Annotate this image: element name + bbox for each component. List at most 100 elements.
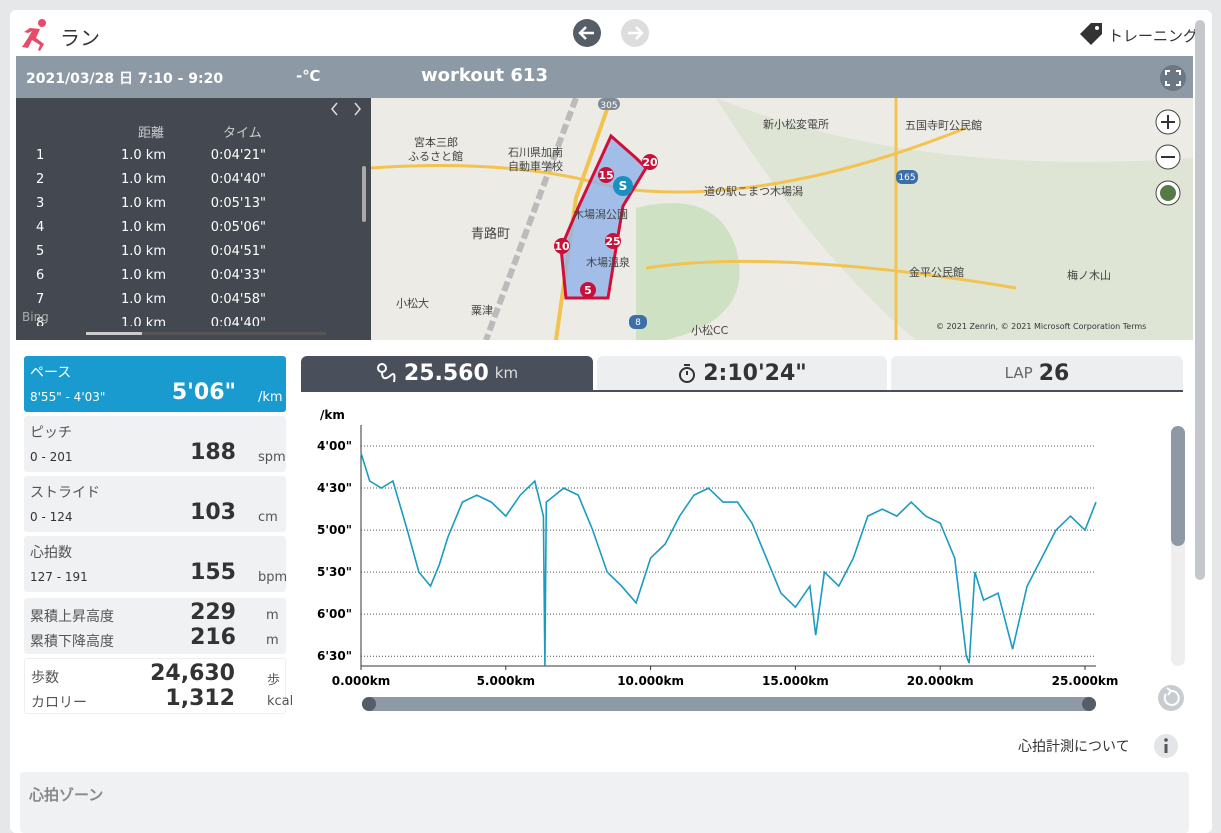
map-label: 新小松変電所 [763, 117, 829, 131]
stat-value: 1,312 [165, 686, 235, 711]
time-tab[interactable]: 2:10'24" [597, 356, 887, 390]
time-value: 2:10'24" [703, 360, 807, 386]
stat-value: 188 [190, 440, 236, 465]
stat-unit: kcal [267, 694, 294, 709]
map-label: 道の駅こまつ木場潟 [704, 184, 803, 198]
nav-arrows[interactable] [572, 18, 652, 48]
y-tick-label: 4'30" [317, 481, 352, 495]
heart-zone-panel: 心拍ゾーン [20, 772, 1189, 833]
training-link[interactable]: トレーニング [1108, 27, 1199, 45]
lap-time: 0:04'21" [210, 148, 266, 163]
x-tick-label: 10.000km [617, 674, 684, 688]
lap-index: 7 [36, 292, 45, 307]
stat-panel: 心拍数 127 - 191 155 bpm [24, 536, 288, 592]
map-label: 梅ノ木山 [1067, 268, 1111, 282]
tag-icon [1080, 23, 1102, 45]
map-label: 石川県加南 [508, 146, 563, 159]
lap-time: 0:05'06" [210, 220, 266, 235]
reset-btn[interactable] [1157, 684, 1185, 712]
lap-index: 3 [36, 196, 45, 211]
stat-panel: ピッチ 0 - 201 188 spm [24, 416, 286, 472]
scrollbar[interactable] [362, 166, 366, 222]
map-label: ふるさと館 [408, 150, 463, 163]
chart-scroll-thumb[interactable] [1171, 426, 1185, 546]
stat-range: 127 - 191 [30, 570, 88, 584]
stat-value: 216 [190, 625, 236, 650]
stat-unit: bpm [258, 570, 288, 585]
lap-distance: 1.0 km [121, 172, 166, 187]
stat-range: 8'55" - 4'03" [30, 390, 106, 404]
lap-distance: 1.0 km [121, 220, 166, 235]
slider-handle[interactable] [1082, 697, 1096, 711]
lap-index: 2 [36, 172, 45, 187]
activity-panel: 歩数 24,630 歩カロリー 1,312 kcal [24, 658, 293, 714]
heart-rate-link[interactable]: 心拍計測について [1018, 739, 1130, 755]
y-tick-label: 6'00" [317, 607, 352, 621]
elevation-panel: 累積上昇高度 229 m 累積下降高度 216 m [24, 598, 286, 654]
x-tick-label: 5.000km [477, 674, 535, 688]
workout-header: 2021/03/28 日 7:10 - 9:20 -℃ workout 613 [16, 56, 1193, 98]
tab-underline [301, 390, 1183, 392]
timer-icon [679, 364, 696, 383]
stat-label: 累積上昇高度 [30, 609, 114, 625]
lap-count: 26 [1038, 360, 1070, 386]
x-tick-label: 25.000km [1052, 674, 1119, 688]
stat-value: 229 [190, 600, 236, 625]
map-label: 粟津 [471, 304, 493, 317]
stat-label: 累積下降高度 [30, 634, 114, 650]
map-label: 青路町 [471, 226, 510, 242]
route-marker: 15 [598, 169, 613, 182]
lap-label: LAP [1004, 364, 1033, 382]
lap-pager[interactable] [328, 101, 364, 117]
y-tick-label: 6'30" [317, 649, 352, 663]
run-icon [22, 19, 46, 51]
route-marker: S [619, 179, 628, 193]
info-icon[interactable] [1153, 733, 1179, 759]
heart-zone-title: 心拍ゾーン [29, 786, 104, 804]
lap-distance: 1.0 km [121, 244, 166, 259]
stat-label: 心拍数 [30, 545, 72, 561]
route-marker: 10 [554, 240, 570, 253]
stat-unit: spm [258, 450, 286, 465]
temperature: -℃ [296, 67, 321, 85]
map-label: 五国寺町公民館 [905, 119, 982, 132]
stat-range: 0 - 124 [30, 510, 73, 524]
distance-tab[interactable]: 25.560 km [301, 356, 593, 390]
map-label: 小松大 [396, 296, 429, 310]
pace-chart: /km 4'00" 4'30" 5'00" 5'30" 6'00" 6'30" 0.000k… [317, 408, 1119, 688]
range-slider[interactable] [362, 697, 1096, 711]
x-tick-label: 15.000km [762, 674, 829, 688]
slider-handle[interactable] [362, 697, 376, 711]
stat-panel: ペース 8'55" - 4'03" 5'06" /km [24, 356, 286, 412]
map-label: 木場温泉 [586, 255, 630, 269]
workout-name: workout 613 [421, 65, 548, 86]
route-marker: 5 [584, 284, 592, 297]
fullscreen-btn[interactable] [1159, 64, 1187, 92]
lap-distance: 1.0 km [121, 196, 166, 211]
scrollbar-h[interactable] [86, 332, 326, 335]
y-tick-label: 5'30" [317, 565, 352, 579]
map-label: 金平公民館 [909, 266, 964, 279]
lap-time: 0:04'40" [210, 316, 266, 326]
route-icon [376, 363, 396, 383]
lap-distance: 1.0 km [121, 268, 166, 283]
x-tick-label: 20.000km [907, 674, 974, 688]
x-tick-label: 0.000km [332, 674, 390, 688]
scrollbar-thumb[interactable] [86, 332, 142, 335]
lap-time: 0:04'51" [210, 244, 266, 259]
stat-unit: m [266, 633, 279, 648]
y-axis-title: /km [320, 408, 345, 422]
stat-label: カロリー [31, 695, 87, 711]
lap-index: 1 [36, 148, 45, 163]
lap-rows: 1 1.0 km 0:04'21" 2 1.0 km 0:04'40" 3 1.0 km 0:0… [16, 98, 361, 326]
map-label: 宮本三郎 [414, 135, 458, 149]
stat-value: 155 [190, 560, 236, 585]
y-tick-label: 4'00" [317, 439, 352, 453]
map-label: 小松CC [691, 323, 729, 337]
lap-tab[interactable]: LAP 26 [891, 356, 1183, 390]
lap-distance: 1.0 km [121, 316, 166, 326]
stat-value: 103 [190, 500, 236, 525]
page-scrollbar[interactable] [1195, 20, 1205, 580]
route-marker: 25 [605, 235, 620, 248]
